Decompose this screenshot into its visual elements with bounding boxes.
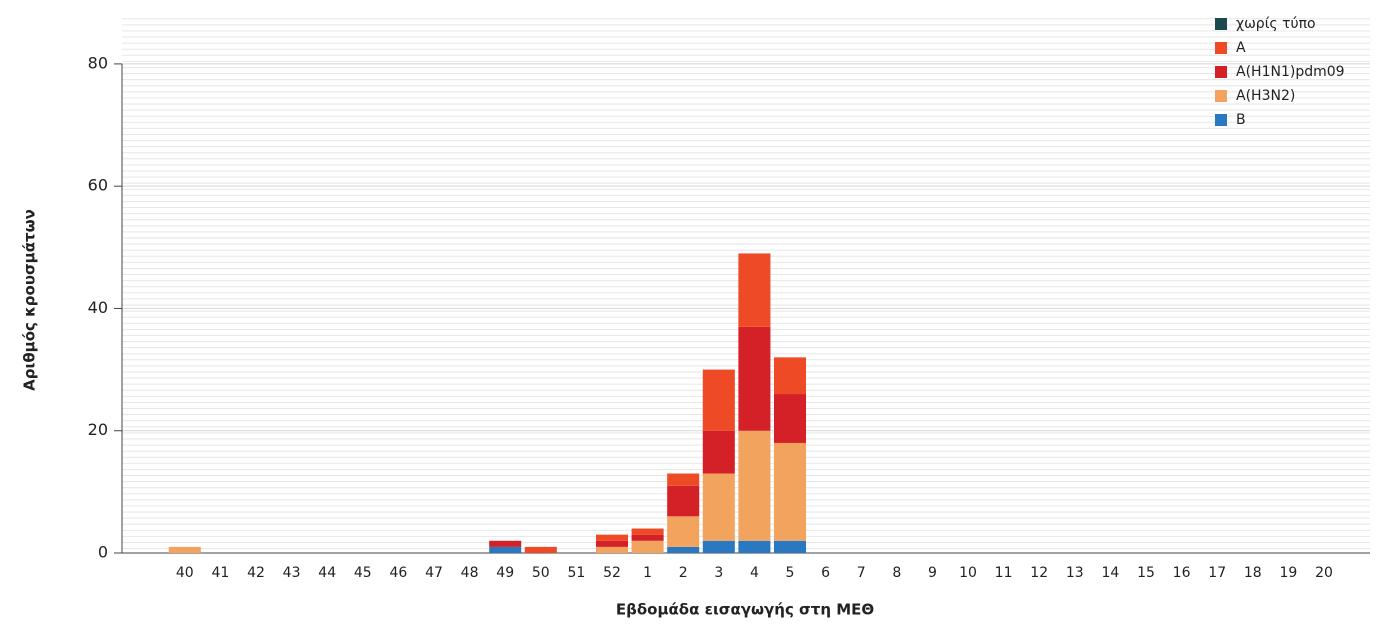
bar-segment (667, 485, 700, 517)
bar-segment (667, 516, 700, 547)
bar-segment (489, 546, 522, 553)
y-tick-label: 0 (98, 543, 108, 562)
legend-label: A(H3N2) (1236, 88, 1295, 104)
x-tick-label: 19 (1279, 565, 1297, 581)
legend-label: A(H1N1)pdm09 (1236, 64, 1345, 80)
bar-segment (773, 540, 807, 553)
x-tick-label: 3 (714, 565, 723, 581)
bar-segment (702, 540, 735, 553)
bar-segment (595, 546, 629, 553)
x-tick-label: 44 (318, 565, 336, 581)
x-tick-label: 46 (389, 565, 407, 581)
x-axis-label: Εβδομάδα εισαγωγής στη ΜΕΘ (616, 601, 874, 619)
y-tick-label: 40 (88, 298, 108, 317)
bar-segment (773, 442, 807, 541)
legend-swatch (1215, 114, 1227, 126)
legend-label: A (1236, 40, 1246, 56)
x-tick-label: 13 (1066, 565, 1084, 581)
x-tick-label: 10 (959, 565, 977, 581)
x-tick-label: 6 (821, 565, 830, 581)
legend-swatch (1215, 90, 1227, 102)
x-tick-label: 42 (247, 565, 265, 581)
y-tick-label: 80 (88, 53, 108, 72)
x-tick-label: 47 (425, 565, 443, 581)
x-tick-label: 11 (995, 565, 1013, 581)
bar-segment (738, 430, 771, 541)
bar-segment (489, 540, 522, 547)
legend-label: χωρίς τύπο (1236, 16, 1316, 32)
y-tick-label: 20 (88, 420, 108, 439)
bar-segment (631, 534, 664, 541)
x-tick-label: 49 (496, 565, 514, 581)
x-tick-label: 41 (211, 565, 229, 581)
x-tick-label: 20 (1315, 565, 1333, 581)
x-tick-label: 1 (643, 565, 652, 581)
x-tick-label: 48 (461, 565, 479, 581)
bar-segment (631, 528, 664, 535)
y-axis-label: Αριθμός κρουσμάτων (21, 209, 39, 391)
bar-segment (773, 357, 807, 395)
x-tick-label: 5 (786, 565, 795, 581)
y-tick-label: 60 (88, 176, 108, 195)
x-tick-label: 43 (283, 565, 301, 581)
legend-label: B (1236, 112, 1246, 128)
bar-segment (595, 534, 629, 541)
bar-segment (702, 430, 735, 474)
bar-segment (168, 546, 201, 553)
x-tick-label: 9 (928, 565, 937, 581)
bar-segment (631, 540, 664, 553)
x-tick-label: 52 (603, 565, 621, 581)
x-tick-label: 40 (176, 565, 194, 581)
x-tick-label: 15 (1137, 565, 1155, 581)
bar-segment (702, 473, 735, 541)
x-tick-label: 8 (892, 565, 901, 581)
x-tick-label: 16 (1173, 565, 1191, 581)
bar-segment (773, 394, 807, 443)
x-tick-label: 50 (532, 565, 550, 581)
bar-segment (595, 540, 629, 547)
legend-swatch (1215, 66, 1227, 78)
x-tick-label: 18 (1244, 565, 1262, 581)
legend-swatch (1215, 42, 1227, 54)
bar-segment (738, 253, 771, 327)
x-tick-label: 51 (567, 565, 585, 581)
bar-segment (738, 326, 771, 431)
x-tick-label: 4 (750, 565, 759, 581)
bar-segment (702, 369, 735, 431)
x-tick-label: 2 (679, 565, 688, 581)
x-tick-label: 12 (1030, 565, 1048, 581)
legend-swatch (1215, 18, 1227, 30)
x-tick-label: 7 (857, 565, 866, 581)
bar-segment (738, 540, 771, 553)
bar-segment (667, 546, 700, 553)
bar-segment (667, 473, 700, 486)
x-tick-label: 45 (354, 565, 372, 581)
x-tick-label: 17 (1208, 565, 1226, 581)
bar-segment (524, 546, 557, 553)
x-tick-label: 14 (1101, 565, 1119, 581)
